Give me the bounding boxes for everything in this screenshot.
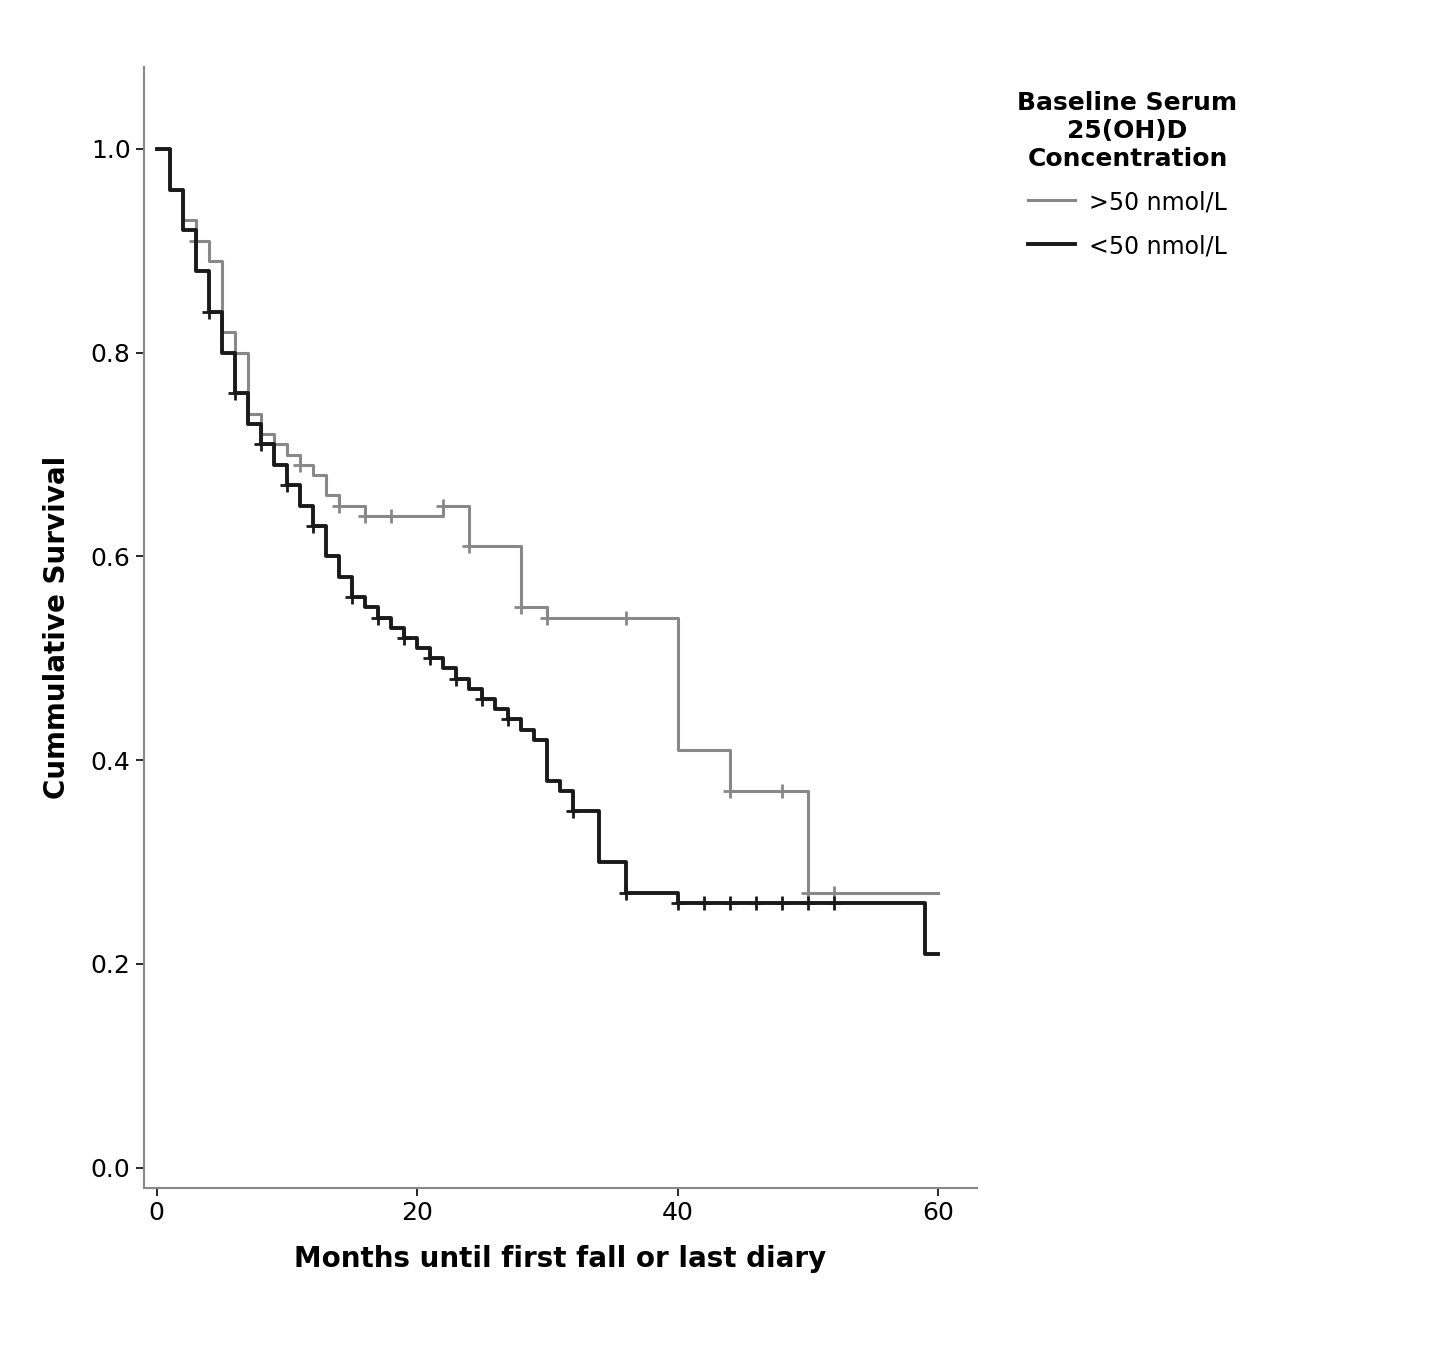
Y-axis label: Cummulative Survival: Cummulative Survival [43, 456, 72, 799]
Legend: >50 nmol/L, <50 nmol/L: >50 nmol/L, <50 nmol/L [1006, 80, 1249, 270]
X-axis label: Months until first fall or last diary: Months until first fall or last diary [295, 1245, 826, 1273]
